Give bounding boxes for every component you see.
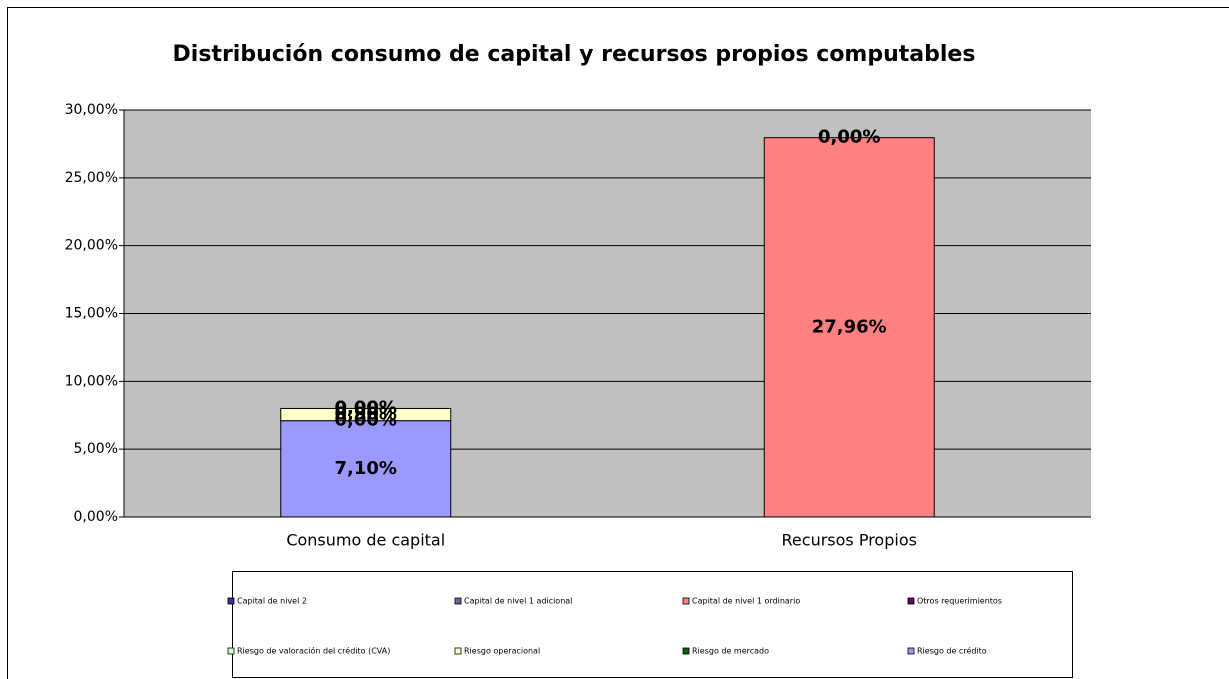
data-label: 0,00% bbox=[335, 397, 397, 418]
legend-swatch bbox=[454, 647, 462, 655]
bar-segment bbox=[280, 407, 452, 422]
legend-swatch bbox=[227, 647, 235, 655]
bar-segment bbox=[763, 137, 935, 518]
legend-box bbox=[232, 571, 1073, 678]
legend-swatch bbox=[682, 647, 690, 655]
legend-label: Capital de nivel 2 bbox=[237, 597, 307, 606]
x-tick-label: Recursos Propios bbox=[782, 531, 917, 550]
legend-label: Riesgo de valoración del crédito (CVA) bbox=[237, 646, 390, 656]
legend-label: Capital de nivel 1 adicional bbox=[464, 597, 572, 606]
data-label: 0,00% bbox=[818, 127, 880, 148]
legend-swatch bbox=[454, 597, 462, 605]
legend-swatch bbox=[227, 597, 235, 605]
chart-title: Distribución consumo de capital y recurs… bbox=[173, 42, 976, 67]
legend-label: Riesgo de crédito bbox=[917, 646, 987, 656]
data-label: 0,00% bbox=[335, 410, 397, 431]
y-tick-label: 20,00% bbox=[65, 238, 118, 254]
y-tick-label: 5,00% bbox=[74, 441, 118, 457]
legend-swatch bbox=[682, 597, 690, 605]
data-label: 0,90% bbox=[335, 404, 397, 425]
y-tick-label: 15,00% bbox=[65, 306, 118, 322]
y-tick-label: 30,00% bbox=[65, 102, 118, 118]
legend-label: Riesgo operacional bbox=[464, 647, 540, 656]
legend-swatch bbox=[907, 597, 915, 605]
legend-label: Capital de nivel 1 ordinario bbox=[692, 597, 800, 606]
x-tick-label: Consumo de capital bbox=[286, 531, 445, 550]
data-label: 27,96% bbox=[812, 316, 887, 337]
legend-label: Riesgo de mercado bbox=[692, 647, 769, 656]
data-label: 7,10% bbox=[335, 458, 397, 479]
legend-label: Otros requerimientos bbox=[917, 597, 1002, 606]
y-tick-label: 10,00% bbox=[65, 373, 118, 389]
data-label: 0,00% bbox=[335, 397, 397, 418]
legend-swatch bbox=[907, 647, 915, 655]
data-label: 0,00% bbox=[818, 127, 880, 148]
bar-segment bbox=[280, 420, 452, 518]
y-tick-label: 25,00% bbox=[65, 170, 118, 186]
y-tick-label: 0,00% bbox=[74, 509, 118, 525]
